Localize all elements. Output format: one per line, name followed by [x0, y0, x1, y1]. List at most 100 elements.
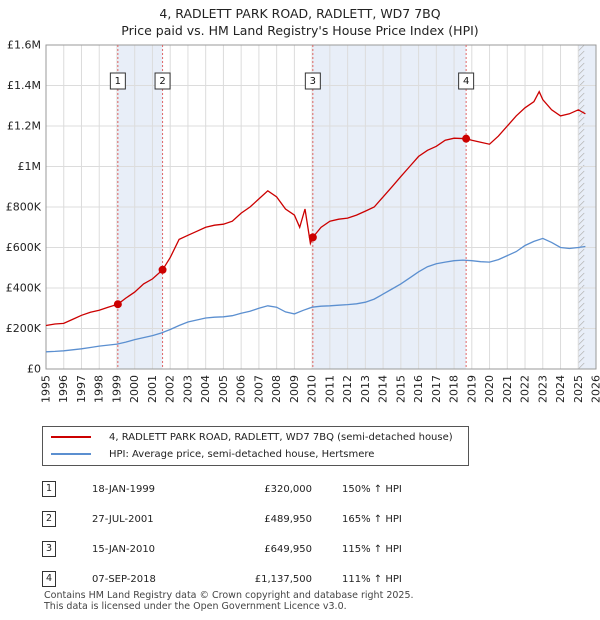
hatch-line	[578, 260, 585, 268]
transaction-hpi: 115% ↑ HPI	[342, 543, 402, 555]
transaction-hpi: 150% ↑ HPI	[342, 483, 402, 495]
x-tick-label: 2026	[590, 375, 600, 403]
hatch-line	[578, 332, 585, 340]
x-tick-label: 2007	[252, 375, 265, 403]
y-tick-label: £600K	[6, 241, 42, 254]
hatch-line	[578, 236, 585, 244]
sale-point	[158, 265, 167, 274]
x-tick-label: 2018	[448, 375, 461, 403]
x-tick-label: 2014	[377, 375, 390, 403]
hpi-line	[45, 237, 586, 353]
footer-licence: This data is licensed under the Open Gov…	[44, 601, 347, 612]
x-tick-label: 2011	[323, 375, 336, 403]
legend-swatch-hpi	[51, 453, 91, 455]
transaction-number: 4	[42, 571, 56, 587]
transaction-hpi: 111% ↑ HPI	[342, 573, 402, 585]
hatch-line	[578, 128, 585, 136]
sale-label-box	[109, 72, 126, 90]
hatch-line	[578, 224, 585, 232]
transaction-date: 27-JUL-2001	[92, 513, 154, 525]
hatch-line	[578, 320, 585, 328]
transaction-hpi: 165% ↑ HPI	[342, 513, 402, 525]
transaction-date: 07-SEP-2018	[92, 573, 156, 585]
sale-label: 2	[159, 76, 165, 87]
y-tick-label: £200K	[6, 322, 42, 335]
table-row: 2 27-JUL-2001 £489,950 165% ↑ HPI	[42, 504, 442, 534]
transaction-number: 1	[42, 481, 56, 497]
hatch-line	[578, 62, 585, 70]
x-tick-label: 2016	[412, 375, 425, 403]
hatch-line	[578, 362, 585, 370]
tick-labels: 1995 1996 1997 1998 1999 2000 2001 2002 2003 2004…	[6, 39, 600, 404]
sale-label-box	[154, 72, 171, 90]
transaction-price: £489,950	[264, 513, 312, 525]
hatch-line	[578, 290, 585, 298]
transaction-number: 3	[42, 541, 56, 557]
x-tick-label: 2009	[288, 375, 301, 403]
hatch-line	[578, 272, 585, 280]
legend-swatch-property	[51, 436, 91, 438]
transaction-price: £1,137,500	[254, 573, 312, 585]
sale-label: 1	[115, 76, 121, 87]
hatch-line	[578, 212, 585, 220]
hatch-line	[578, 200, 585, 208]
table-row: 4 07-SEP-2018 £1,137,500 111% ↑ HPI	[42, 564, 442, 594]
legend-label-property: 4, RADLETT PARK ROAD, RADLETT, WD7 7BQ (…	[109, 431, 453, 443]
y-tick-label: £0	[27, 363, 41, 376]
transaction-date: 15-JAN-2010	[92, 543, 156, 555]
x-tick-label: 2006	[235, 375, 248, 403]
hatch-line	[578, 194, 585, 202]
x-tick-label: 2015	[394, 375, 407, 403]
hatch-line	[578, 254, 585, 262]
x-tick-label: 1996	[57, 375, 70, 403]
x-tick-label: 1997	[75, 375, 88, 403]
hatch-line	[578, 350, 585, 358]
hatch-line	[578, 86, 585, 94]
hatch-line	[578, 116, 585, 124]
price-chart: 1 2 3 4 1995 1996 1997 1998 1999 2000 2001 2002 200…	[6, 39, 600, 404]
hatch-line	[578, 296, 585, 304]
legend-item-hpi: HPI: Average price, semi-detached house,…	[51, 447, 374, 461]
hatch-line	[578, 308, 585, 316]
hatch-line	[578, 176, 585, 184]
hatch-line	[578, 182, 585, 190]
sale-label-box	[304, 72, 321, 90]
hatch-line	[578, 92, 585, 100]
x-tick-label: 2002	[164, 375, 177, 403]
hatch-line	[578, 98, 585, 106]
hatch-line	[578, 230, 585, 238]
y-tick-label: £1.6M	[7, 39, 41, 52]
y-tick-label: £800K	[6, 201, 42, 214]
hatch-line	[578, 56, 585, 64]
x-tick-label: 2012	[341, 375, 354, 403]
hatch-line	[578, 278, 585, 286]
hatch-line	[578, 266, 585, 274]
x-tick-label: 2017	[430, 375, 443, 403]
table-row: 1 18-JAN-1999 £320,000 150% ↑ HPI	[42, 474, 442, 504]
hatch-line	[578, 344, 585, 352]
y-tick-label: £1M	[18, 160, 42, 173]
chart-title: 4, RADLETT PARK ROAD, RADLETT, WD7 7BQ	[159, 6, 441, 21]
transaction-date: 18-JAN-1999	[92, 483, 156, 495]
hatch-line	[578, 248, 585, 256]
x-tick-label: 2024	[554, 375, 567, 403]
footer: Contains HM Land Registry data © Crown c…	[44, 590, 414, 612]
sale-markers: 1 2 3 4	[109, 72, 475, 309]
hatch-line	[578, 302, 585, 310]
legend: 4, RADLETT PARK ROAD, RADLETT, WD7 7BQ (…	[42, 426, 469, 466]
transaction-number: 2	[42, 511, 56, 527]
x-tick-label: 2025	[572, 375, 585, 403]
hatch-line	[578, 338, 585, 346]
sale-label: 4	[463, 76, 469, 87]
table-row: 3 15-JAN-2010 £649,950 115% ↑ HPI	[42, 534, 442, 564]
hatch-line	[578, 50, 585, 58]
grid-layer	[45, 44, 597, 370]
hatch-line	[578, 146, 585, 154]
x-tick-label: 2010	[306, 375, 319, 403]
transaction-price: £649,950	[264, 543, 312, 555]
hatch-line	[578, 44, 585, 52]
hatch-line	[578, 134, 585, 142]
x-tick-label: 2021	[501, 375, 514, 403]
hatch-line	[578, 356, 585, 364]
x-tick-label: 2019	[465, 375, 478, 403]
